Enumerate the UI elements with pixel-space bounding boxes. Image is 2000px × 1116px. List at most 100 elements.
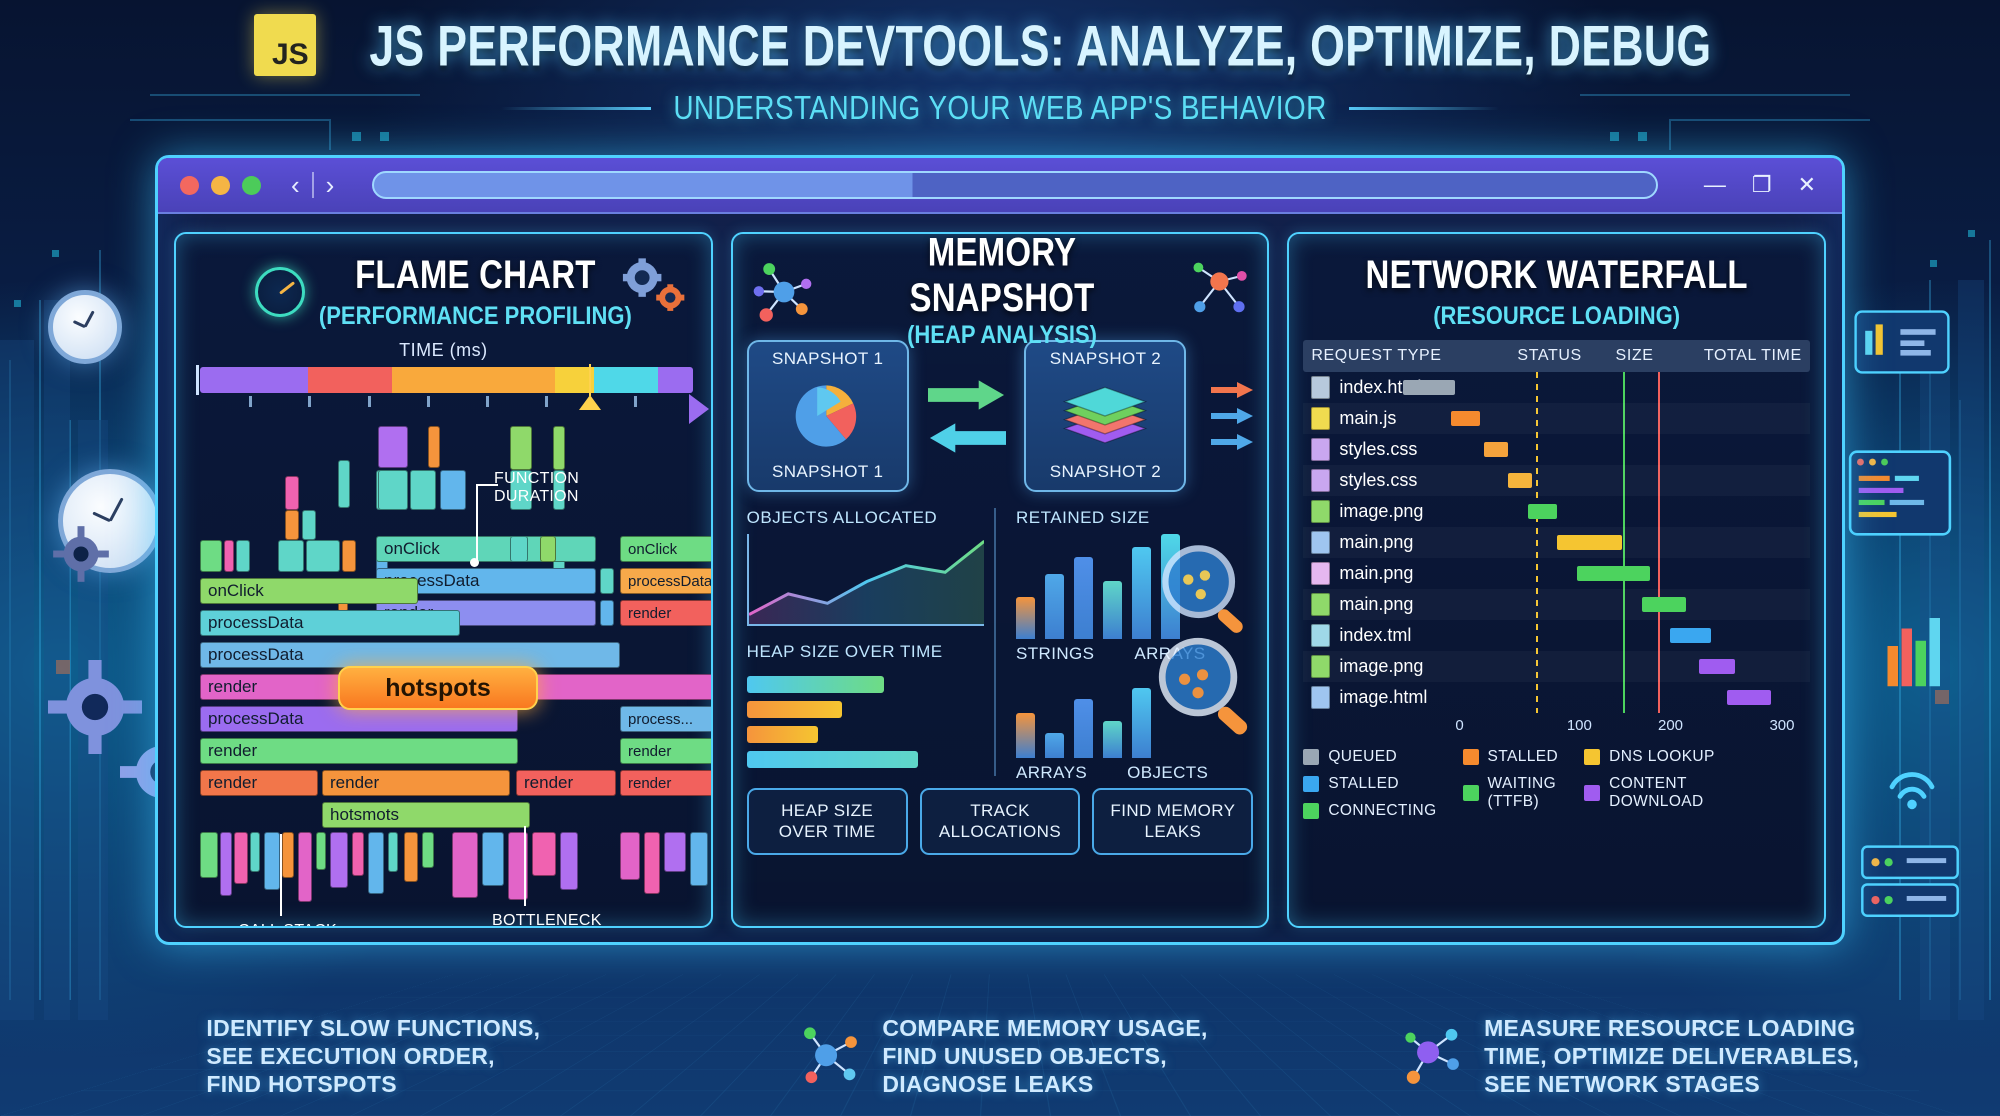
flame-bar[interactable] xyxy=(330,832,348,888)
flame-bar-render[interactable]: render xyxy=(200,770,318,796)
flame-bar[interactable] xyxy=(316,832,326,870)
file-icon xyxy=(1311,376,1331,399)
address-bar[interactable] xyxy=(372,171,1658,199)
back-icon[interactable]: ‹ xyxy=(291,169,300,200)
flame-bar-process[interactable]: process... xyxy=(620,706,711,732)
maximize-dot[interactable] xyxy=(242,175,261,195)
flame-bar[interactable] xyxy=(428,426,440,468)
flame-bar[interactable] xyxy=(532,832,556,876)
memory-action-button[interactable]: HEAP SIZE OVER TIME xyxy=(746,788,908,855)
flame-bar-render[interactable]: render xyxy=(620,770,711,796)
table-row[interactable]: image.png xyxy=(1303,651,1810,682)
flame-bar[interactable] xyxy=(306,540,340,572)
table-row[interactable]: image.png xyxy=(1303,496,1810,527)
flame-bar[interactable] xyxy=(285,510,299,540)
flame-bar[interactable] xyxy=(378,470,408,510)
flame-bar[interactable] xyxy=(510,470,532,510)
table-row[interactable]: index.tml xyxy=(1303,620,1810,651)
memory-action-buttons[interactable]: HEAP SIZE OVER TIME TRACK ALLOCATIONS FIND… xyxy=(746,788,1254,855)
flame-graph[interactable]: onClickprocessDatarenderonClickprocessDa… xyxy=(190,418,711,902)
flame-bar-hotsmots[interactable]: hotsmots xyxy=(322,802,530,828)
flame-bar[interactable] xyxy=(236,540,250,572)
table-row[interactable]: image.html xyxy=(1303,682,1810,713)
flame-bar[interactable] xyxy=(510,426,532,470)
flame-bar-render[interactable]: render xyxy=(516,770,616,796)
network-request-table[interactable]: REQUEST TYPE STATUS SIZE TOTAL TIME index.h… xyxy=(1303,340,1811,739)
network-table-body[interactable]: index.html main.js styles.css styles.css ima… xyxy=(1303,372,1810,713)
flame-bar-processdata[interactable]: processData xyxy=(200,706,518,732)
snapshot-2-card[interactable]: SNAPSHOT 2 SNAPSHOT 2 xyxy=(1024,340,1187,492)
memory-action-button[interactable]: FIND MEMORY LEAKS xyxy=(1092,788,1254,855)
flame-bar[interactable] xyxy=(600,568,614,594)
memory-action-button[interactable]: TRACK ALLOCATIONS xyxy=(919,788,1081,855)
table-row[interactable]: main.js xyxy=(1303,403,1810,434)
flame-bar[interactable] xyxy=(560,832,578,890)
flame-bar-render[interactable]: render xyxy=(620,738,711,764)
flame-bar[interactable] xyxy=(620,832,640,880)
snapshot-1-card[interactable]: SNAPSHOT 1 SNAPSHOT 1 xyxy=(746,340,909,492)
flame-bar[interactable] xyxy=(410,470,436,510)
flame-bar-render[interactable]: render xyxy=(620,600,711,626)
maximize-icon[interactable]: ❐ xyxy=(1751,172,1772,197)
table-row[interactable]: main.png xyxy=(1303,527,1810,558)
flame-bar[interactable] xyxy=(452,832,478,898)
flame-bar[interactable] xyxy=(282,832,294,878)
flame-bar[interactable] xyxy=(285,476,299,510)
flame-bar[interactable] xyxy=(220,832,232,896)
flame-bar[interactable] xyxy=(664,832,686,872)
flame-bar[interactable] xyxy=(298,832,312,902)
flame-bar[interactable] xyxy=(600,600,614,626)
flame-bar[interactable] xyxy=(644,832,660,894)
flame-bar[interactable] xyxy=(440,470,466,510)
flame-bar-onclick[interactable]: onClick xyxy=(200,578,418,604)
flame-bar[interactable] xyxy=(508,832,528,900)
flame-bar[interactable] xyxy=(302,510,316,540)
flame-bar[interactable] xyxy=(264,832,280,890)
flame-bar[interactable] xyxy=(224,540,234,572)
flame-bar-onclick[interactable]: onClick xyxy=(376,536,596,562)
flame-bar[interactable] xyxy=(342,540,356,572)
flame-bar[interactable] xyxy=(368,832,384,894)
flame-bar-render[interactable]: render xyxy=(322,770,510,796)
flame-bar[interactable] xyxy=(234,832,248,884)
flame-bar[interactable] xyxy=(338,460,350,508)
flame-bar[interactable] xyxy=(404,832,418,882)
flame-bar[interactable] xyxy=(200,832,218,878)
flame-bar-render[interactable]: render xyxy=(200,738,518,764)
flame-bar[interactable] xyxy=(540,536,556,562)
table-row[interactable]: main.png xyxy=(1303,589,1810,620)
flame-bar[interactable] xyxy=(712,832,713,876)
flame-bar[interactable] xyxy=(553,470,565,510)
flame-bar[interactable] xyxy=(378,426,408,468)
bar-chart-icon xyxy=(1887,618,1940,687)
timeline-ruler[interactable] xyxy=(190,364,709,424)
flame-bar-processdata[interactable]: processData xyxy=(200,642,620,668)
table-row[interactable]: styles.css xyxy=(1303,434,1810,465)
flame-bar-processdata[interactable]: processData xyxy=(200,610,460,636)
navigation-controls[interactable]: ‹ › xyxy=(291,170,334,201)
flame-bar[interactable] xyxy=(422,832,434,868)
flame-bar[interactable] xyxy=(690,832,708,886)
flame-bar[interactable] xyxy=(352,832,364,876)
flame-bar[interactable] xyxy=(482,832,504,886)
flame-bar[interactable] xyxy=(510,536,528,562)
close-dot[interactable] xyxy=(180,175,199,195)
close-icon[interactable]: ✕ xyxy=(1797,172,1816,197)
flame-bar-onclick[interactable]: onClick xyxy=(620,536,711,562)
flame-bar-processdata[interactable]: processData xyxy=(620,568,711,594)
minimize-dot[interactable] xyxy=(211,175,230,195)
window-traffic-lights[interactable] xyxy=(180,175,261,195)
flame-bar[interactable] xyxy=(388,832,398,872)
table-row[interactable]: main.png xyxy=(1303,558,1810,589)
forward-icon[interactable]: › xyxy=(325,169,335,200)
table-row[interactable]: index.html xyxy=(1303,372,1810,403)
window-controls[interactable]: — ❐ ✕ xyxy=(1704,172,1816,198)
flame-bar[interactable] xyxy=(250,832,260,872)
minimize-icon[interactable]: — xyxy=(1703,172,1726,197)
flame-bar[interactable] xyxy=(278,540,304,572)
hotspots-badge[interactable]: hotspots xyxy=(338,666,538,710)
table-row[interactable]: styles.css xyxy=(1303,465,1810,496)
flame-bar[interactable] xyxy=(200,540,222,572)
flame-bar[interactable] xyxy=(553,426,565,470)
